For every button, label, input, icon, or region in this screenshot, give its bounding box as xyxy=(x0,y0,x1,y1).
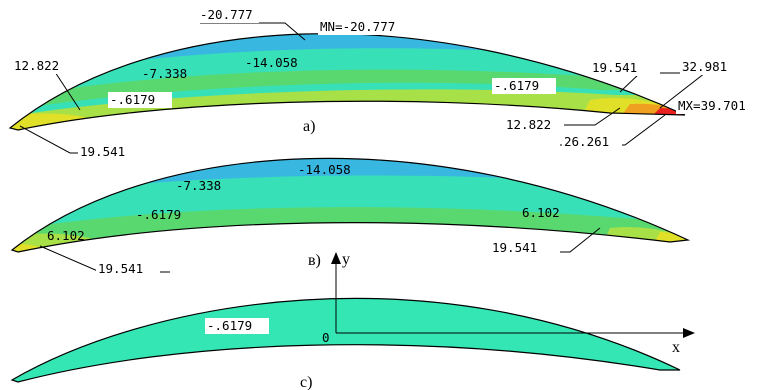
panel-a-outline xyxy=(8,33,686,131)
label-b-n7: -7.338 xyxy=(176,178,221,193)
label-a-top: -20.777 xyxy=(200,7,253,22)
band-neg06 xyxy=(12,158,688,232)
label-c-value: -.6179 xyxy=(207,318,252,333)
panel-b-outline xyxy=(10,157,691,253)
axis-y-label: y xyxy=(342,251,350,268)
label-a-n7: -7.338 xyxy=(142,66,187,81)
leader-a-right-p12 xyxy=(560,107,621,126)
axis-x-label: x xyxy=(672,339,680,356)
label-bg xyxy=(676,98,772,114)
label-a-left-p19: 19.541 xyxy=(80,144,125,159)
label-a-right-p19: 19.541 xyxy=(592,60,637,75)
label-bg xyxy=(590,60,642,76)
label-a-min: MN=-20.777 xyxy=(320,19,395,34)
panel-c: y x 0 -.6179 c) xyxy=(10,251,695,390)
caption-c: c) xyxy=(300,374,312,390)
label-b-right-p19: 19.541 xyxy=(492,240,537,255)
label-bg xyxy=(197,7,259,23)
band-left-p19 xyxy=(12,243,45,252)
caption-a: a) xyxy=(303,118,315,135)
label-bg xyxy=(562,134,622,150)
label-a-right-p26: 26.261 xyxy=(564,134,609,149)
band-left-tip-p19 xyxy=(10,113,90,130)
label-a-left-neg06: -.6179 xyxy=(110,92,155,107)
label-bg xyxy=(504,117,564,133)
label-b-right-p6: 6.102 xyxy=(522,205,560,220)
label-bg xyxy=(490,240,554,256)
label-b-neg06: -.6179 xyxy=(136,207,181,222)
panel-c-body xyxy=(10,297,681,383)
label-a-max: MX=39.701 xyxy=(678,98,746,113)
leader-b-right-p19 xyxy=(560,227,601,253)
band-n7 xyxy=(12,158,688,200)
label-a-right-p12: 12.822 xyxy=(506,117,551,132)
band-neg06-inner xyxy=(10,33,640,100)
panel-a: -20.777 MN=-20.777 -14.058 -7.338 12.822… xyxy=(8,7,772,160)
label-bg xyxy=(318,19,430,35)
label-a-left-p12: 12.822 xyxy=(14,58,59,73)
caption-b: в) xyxy=(308,252,321,269)
label-b-left-p19: 19.541 xyxy=(98,261,143,276)
label-bg xyxy=(96,261,160,277)
band-n7 xyxy=(10,33,640,82)
label-b-left-p6: 6.102 xyxy=(47,228,85,243)
label-bg xyxy=(108,92,172,108)
label-b-n14: -14.058 xyxy=(298,162,351,177)
label-bg xyxy=(205,318,269,334)
axis-x-arrow xyxy=(683,328,695,338)
origin-label: 0 xyxy=(322,330,330,345)
label-bg xyxy=(12,58,62,74)
label-bg xyxy=(680,59,738,75)
label-a-n14: -14.058 xyxy=(245,55,298,70)
label-a-right-neg06: -.6179 xyxy=(494,78,539,93)
axis-y-arrow xyxy=(331,252,341,264)
label-bg xyxy=(492,78,556,94)
label-a-right-p32: 32.981 xyxy=(682,59,727,74)
label-bg xyxy=(78,144,142,160)
